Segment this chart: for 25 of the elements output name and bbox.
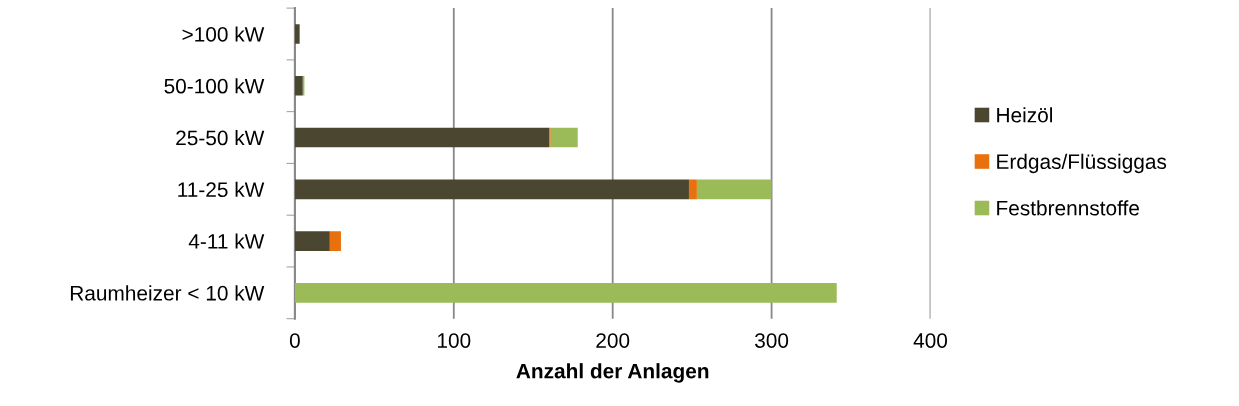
legend-label: Festbrennstoffe xyxy=(997,200,1139,216)
x-axis-title: Anzahl der Anlagen xyxy=(516,363,709,383)
legend-label: Erdgas/Flüssiggas xyxy=(997,153,1167,174)
y-tick-label: 4-11 kW xyxy=(188,233,265,249)
x-tick-label: 100 xyxy=(437,333,471,348)
bar xyxy=(294,179,689,200)
y-tick-label: 11-25 kW xyxy=(178,181,265,198)
bar xyxy=(294,75,303,96)
bar xyxy=(329,231,341,251)
bar xyxy=(294,24,300,44)
bar xyxy=(294,231,330,251)
x-tick-label: 400 xyxy=(913,333,948,348)
x-tick-label: 0 xyxy=(289,333,300,348)
y-tick-label: 50-100 kW xyxy=(164,78,265,94)
y-tick-label: >100 kW xyxy=(182,26,265,42)
x-tick-label: 300 xyxy=(755,333,789,348)
y-tick-label: 25-50 kW xyxy=(176,129,265,146)
bar xyxy=(696,179,772,200)
y-tick-label: Raumheizer < 10 kW xyxy=(70,285,265,301)
x-tick-label: 200 xyxy=(596,333,630,348)
bar xyxy=(294,282,837,303)
bar xyxy=(294,127,550,148)
bar xyxy=(550,127,578,148)
legend-label: Heizöl xyxy=(997,107,1052,123)
bar xyxy=(688,179,697,200)
